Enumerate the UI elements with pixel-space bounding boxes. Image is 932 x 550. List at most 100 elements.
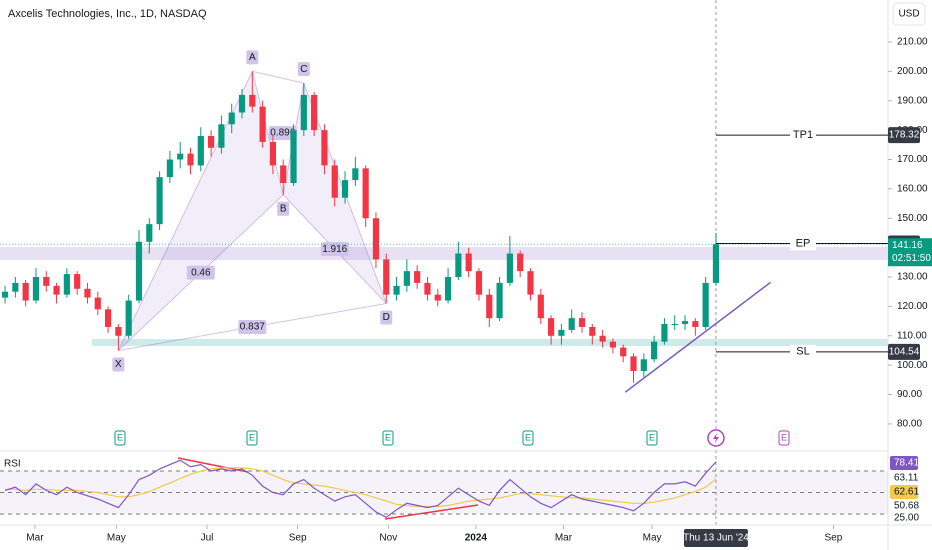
earnings-marker[interactable] [382, 430, 394, 446]
currency-box[interactable] [892, 2, 926, 26]
zone [92, 339, 888, 347]
candle-body [1, 291, 9, 298]
x-tick-label: Sep [289, 533, 307, 544]
candle-body [444, 277, 452, 301]
rsi-tag-label: 62.61 [894, 487, 919, 498]
y-tick-label: 130.00 [897, 272, 928, 283]
earnings-marker[interactable] [246, 430, 258, 446]
candle-body [403, 271, 410, 286]
rsi-divergence [384, 504, 479, 520]
candle-body [640, 359, 647, 372]
candle-body [300, 94, 307, 131]
candle-body [558, 329, 565, 336]
candle-body [177, 153, 184, 160]
currency: USD [898, 9, 919, 20]
candle-body [166, 159, 173, 178]
rsi-label: RSI [4, 459, 21, 470]
rsi-tag-label: 63.11 [894, 473, 919, 484]
pattern-line [251, 71, 284, 195]
candle-body [362, 168, 369, 219]
y-tick-label: 90.00 [897, 389, 922, 400]
dividend-icon [712, 433, 719, 443]
candle-body [517, 253, 524, 272]
pattern-point-label: D [383, 312, 390, 323]
pattern-point-label: A [249, 52, 256, 63]
candle-body [620, 347, 627, 357]
y-tick-label: 210.00 [897, 37, 928, 48]
pattern-point-box [277, 201, 290, 216]
rsi-tag [890, 485, 918, 499]
candle-body [486, 294, 493, 319]
candle-body [661, 324, 668, 342]
candle-body [238, 94, 246, 113]
pattern-point-box [112, 357, 125, 372]
pattern-point-label: X [115, 359, 122, 370]
candle-body [712, 244, 720, 283]
candle-body [496, 282, 503, 319]
rsi-tag-label: 25.00 [894, 513, 919, 524]
candle-body [228, 112, 235, 125]
candle-body [537, 294, 544, 319]
candle-body [249, 94, 256, 107]
candle-body [22, 282, 29, 301]
ratio-box [238, 319, 267, 334]
candle-body [475, 271, 483, 295]
earnings-label: E [385, 432, 391, 442]
earnings-label: E [117, 432, 123, 442]
earnings-marker[interactable] [646, 430, 658, 446]
last-price-label: 141.16 [892, 240, 923, 251]
ratio-box [268, 126, 297, 141]
pattern-point-label: C [300, 64, 307, 75]
rsi-ma-line [5, 467, 717, 508]
candle-body [692, 321, 699, 327]
x-tick-label: May [107, 533, 126, 544]
x-tick-label: 2024 [465, 533, 488, 544]
ratio-label: 0.896 [270, 128, 295, 139]
x-tick-label: Mar [26, 533, 44, 544]
y-tick-label: 120.00 [897, 301, 928, 312]
candle-body [94, 297, 101, 310]
candle-body [578, 318, 586, 327]
candle-body [372, 218, 380, 260]
rsi-tag-label: 50.68 [894, 501, 919, 512]
rsi-line [4, 459, 717, 519]
zone [0, 247, 888, 260]
earnings-marker[interactable] [778, 430, 790, 446]
countdown: 02:51:50 [892, 253, 931, 264]
candle-body [321, 130, 328, 166]
earnings-marker[interactable] [522, 430, 534, 446]
candle-body [671, 324, 678, 326]
candle-body [434, 294, 441, 301]
level-tag [888, 127, 920, 144]
candle-body [290, 130, 297, 184]
earnings-label: E [649, 432, 655, 442]
rsi-tag [890, 456, 918, 470]
level-name-bg [790, 236, 816, 251]
candle-body [681, 321, 689, 325]
y-tick-label: 100.00 [897, 360, 928, 371]
candle-body [135, 241, 143, 301]
level-tag-label: 178.32 [889, 130, 920, 141]
earnings-label: E [249, 432, 255, 442]
x-tick-label: May [643, 533, 662, 544]
level-name: TP1 [793, 129, 813, 141]
y-tick-label: 200.00 [897, 66, 928, 77]
y-tick-label: 110.00 [897, 330, 927, 341]
candle-body [197, 136, 204, 166]
candle-body [383, 259, 390, 295]
candle-body [393, 285, 400, 295]
earnings-marker[interactable] [114, 430, 126, 446]
level-name-bg [790, 128, 816, 143]
y-tick-label: 160.00 [897, 184, 928, 195]
x-tick-label: Nov [379, 533, 397, 544]
candle-body [146, 224, 153, 242]
ratio-label: 1.916 [322, 244, 347, 255]
candle-body [63, 274, 70, 295]
cursor-tag [683, 529, 748, 547]
ratio-box [320, 242, 349, 257]
candle-body [599, 335, 606, 342]
candle-body [12, 282, 19, 292]
y-tick-label: 170.00 [897, 154, 928, 165]
